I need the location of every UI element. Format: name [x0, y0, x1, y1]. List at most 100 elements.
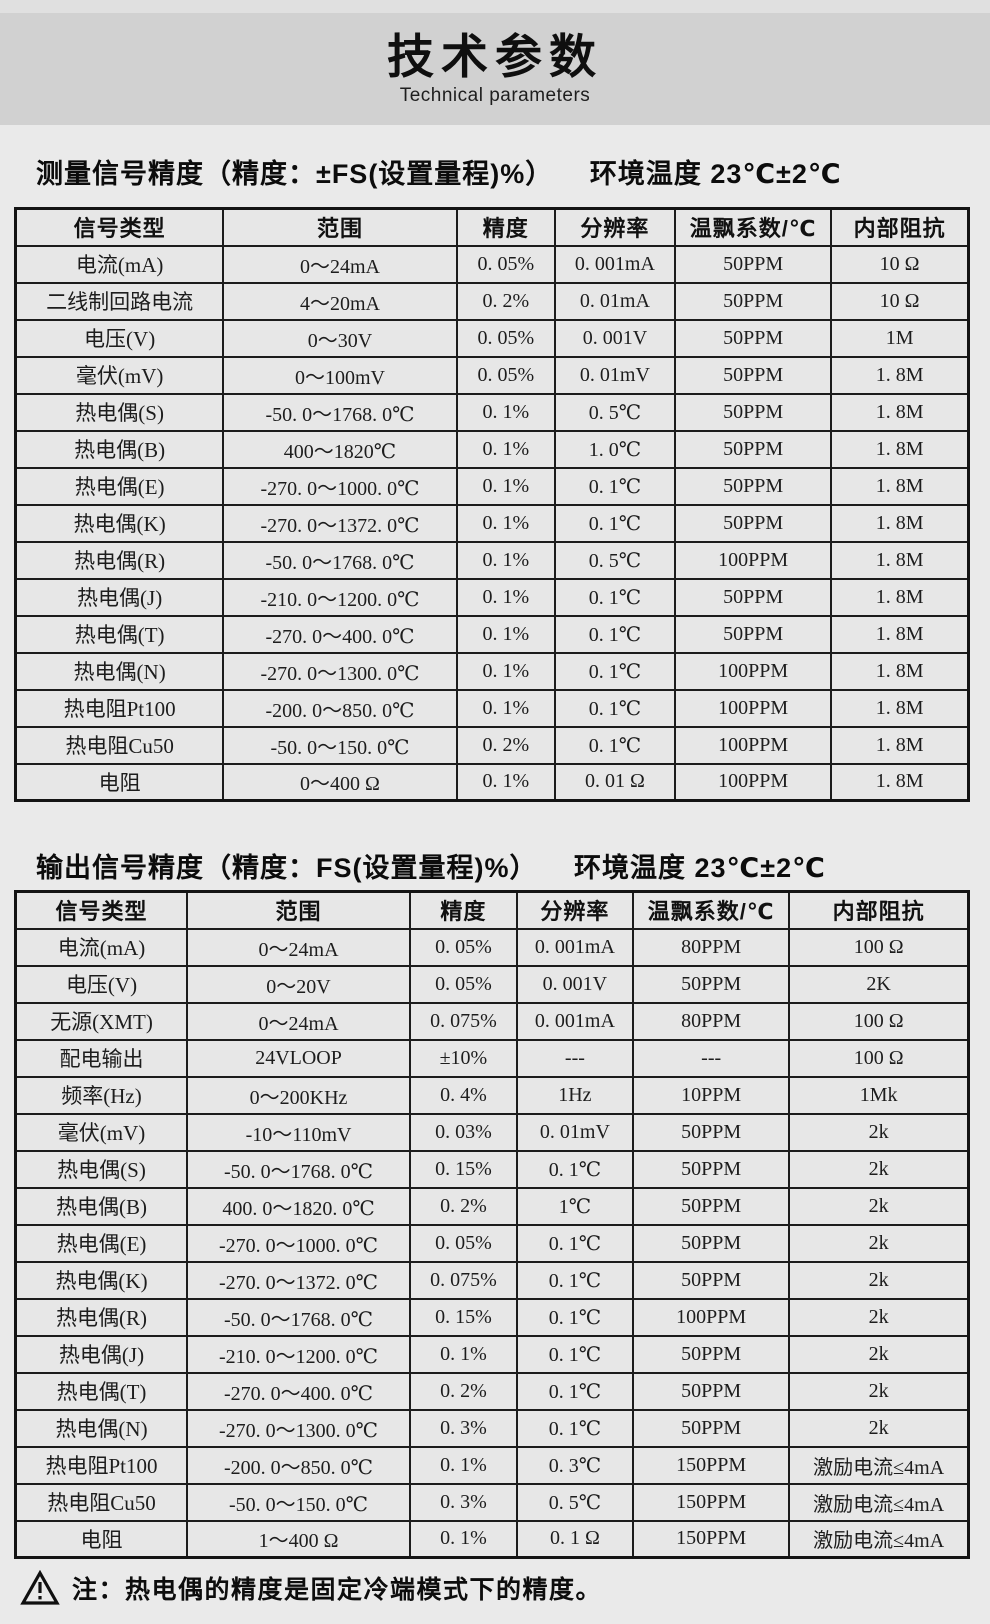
cell: 50PPM [673, 318, 833, 358]
section-heading-measure-text: 测量信号精度（精度：±FS(设置量程)%） [36, 159, 554, 189]
table-row: 毫伏(mV) -10～110mV 0. 03% 0. 01mV 50PPM 2k [14, 1112, 970, 1152]
header-cell: 温飘系数/℃ [673, 207, 833, 247]
table-row: 热电阻Cu50 -50. 0～150. 0℃ 0. 3% 0. 5℃ 150PPM 激励电… [14, 1482, 970, 1522]
footnote-text: 注：热电偶的精度是固定冷端模式下的精度。 [72, 1576, 603, 1604]
cell: 2K [788, 964, 970, 1004]
section-heading-measure-env: 环境温度 23℃±2℃ [589, 159, 842, 189]
section-heading-measure: 测量信号精度（精度：±FS(设置量程)%） 环境温度 23℃±2℃ [36, 152, 842, 191]
signal-type-cell: 电压(V) [14, 964, 189, 1004]
signal-type-cell: 电流(mA) [14, 927, 189, 967]
header-cell: 精度 [455, 207, 556, 247]
signal-type-cell: 毫伏(mV) [14, 355, 225, 395]
page-subtitle: Technical parameters [399, 84, 591, 106]
cell: 1. 8M [830, 577, 970, 617]
cell: 50PPM [673, 429, 833, 469]
cell: 0. 1 Ω [515, 1519, 635, 1559]
table-row: 二线制回路电流 4～20mA 0. 2% 0. 01mA 50PPM 10 Ω [14, 281, 970, 321]
cell: 0. 5℃ [553, 392, 676, 432]
cell: 0. 3℃ [515, 1445, 635, 1485]
signal-type-cell: 配电输出 [14, 1038, 189, 1078]
signal-type-cell: 热电偶(E) [14, 466, 225, 506]
table-row: 热电偶(R) -50. 0～1768. 0℃ 0. 1% 0. 5℃ 100PPM 1. … [14, 540, 970, 580]
cell: 0. 1℃ [553, 651, 676, 691]
cell: 2k [788, 1186, 970, 1226]
signal-type-cell: 频率(Hz) [14, 1075, 189, 1115]
cell: 400～1820℃ [222, 429, 458, 469]
signal-type-cell: 热电偶(N) [14, 1408, 189, 1448]
cell: 0～30V [222, 318, 458, 358]
signal-type-cell: 热电偶(J) [14, 577, 225, 617]
cell: 0. 1% [409, 1519, 518, 1559]
cell: 0. 075% [409, 1001, 518, 1041]
cell: 2k [788, 1260, 970, 1300]
cell: 2k [788, 1334, 970, 1374]
cell: 24VLOOP [186, 1038, 412, 1078]
page-title: 技术参数 [387, 30, 603, 84]
table-row: 毫伏(mV) 0～100mV 0. 05% 0. 01mV 50PPM 1. 8M [14, 355, 970, 395]
cell: 10 Ω [830, 244, 970, 284]
cell: 激励电流≤4mA [788, 1482, 970, 1522]
signal-type-cell: 热电偶(B) [14, 1186, 189, 1226]
table-row: 电压(V) 0～20V 0. 05% 0. 001V 50PPM 2K [14, 964, 970, 1004]
signal-type-cell: 热电偶(S) [14, 1149, 189, 1189]
cell: 0. 05% [409, 1223, 518, 1263]
header-cell: 内部阻抗 [830, 207, 970, 247]
signal-type-cell: 热电阻Pt100 [14, 1445, 189, 1485]
cell: 1. 8M [830, 614, 970, 654]
cell: 0. 01mA [553, 281, 676, 321]
table-row: 配电输出 24VLOOP ±10% --- --- 100 Ω [14, 1038, 970, 1078]
cell: -50. 0～1768. 0℃ [186, 1149, 412, 1189]
cell: -10～110mV [186, 1112, 412, 1152]
cell: 0. 1% [455, 540, 556, 580]
cell: -270. 0～1300. 0℃ [186, 1408, 412, 1448]
cell: 0. 001mA [515, 1001, 635, 1041]
cell: 0. 05% [455, 244, 556, 284]
table-row: 热电阻Pt100 -200. 0～850. 0℃ 0. 1% 0. 1℃ 100PPM 1… [14, 688, 970, 728]
cell: 50PPM [632, 1408, 791, 1448]
table-row: 频率(Hz) 0～200KHz 0. 4% 1Hz 10PPM 1Mk [14, 1075, 970, 1115]
table-row: 热电偶(T) -270. 0～400. 0℃ 0. 1% 0. 1℃ 50PPM 1. 8… [14, 614, 970, 654]
table-row: 热电偶(B) 400. 0～1820. 0℃ 0. 2% 1℃ 50PPM 2k [14, 1186, 970, 1226]
cell: 0. 5℃ [515, 1482, 635, 1522]
cell: 100 Ω [788, 927, 970, 967]
signal-type-cell: 热电偶(E) [14, 1223, 189, 1263]
header-row: 信号类型 范围 精度 分辨率 温飘系数/℃ 内部阻抗 [14, 890, 970, 930]
table-row: 热电偶(N) -270. 0～1300. 0℃ 0. 3% 0. 1℃ 50PPM 2k [14, 1408, 970, 1448]
cell: 0. 05% [409, 927, 518, 967]
cell: 0. 1% [455, 577, 556, 617]
table-row: 热电阻Cu50 -50. 0～150. 0℃ 0. 2% 0. 1℃ 100PPM 1. … [14, 725, 970, 765]
cell: 10PPM [632, 1075, 791, 1115]
signal-type-cell: 热电偶(B) [14, 429, 225, 469]
measure-accuracy-table: 信号类型 范围 精度 分辨率 温飘系数/℃ 内部阻抗 电流(mA) 0～24mA 0. 05% 0… [14, 207, 970, 802]
cell: 150PPM [632, 1482, 791, 1522]
header-row: 信号类型 范围 精度 分辨率 温飘系数/℃ 内部阻抗 [14, 207, 970, 247]
header-cell: 范围 [186, 890, 412, 930]
cell: 0. 3% [409, 1408, 518, 1448]
cell: 0～24mA [186, 927, 412, 967]
cell: 0. 1℃ [515, 1149, 635, 1189]
cell: 1. 8M [830, 540, 970, 580]
cell: 0. 1% [455, 688, 556, 728]
cell: 0. 1℃ [553, 577, 676, 617]
table-row: 热电偶(S) -50. 0～1768. 0℃ 0. 15% 0. 1℃ 50PPM 2k [14, 1149, 970, 1189]
cell: 0. 1℃ [553, 503, 676, 543]
cell: -50. 0～1768. 0℃ [222, 392, 458, 432]
table-row: 热电阻Pt100 -200. 0～850. 0℃ 0. 1% 0. 3℃ 150PPM 激… [14, 1445, 970, 1485]
cell: 0. 1℃ [553, 466, 676, 506]
cell: 0. 1℃ [515, 1297, 635, 1337]
cell: 0～100mV [222, 355, 458, 395]
signal-type-cell: 电压(V) [14, 318, 225, 358]
cell: 50PPM [673, 392, 833, 432]
cell: 0. 1℃ [553, 614, 676, 654]
cell: -50. 0～150. 0℃ [222, 725, 458, 765]
cell: 0. 15% [409, 1297, 518, 1337]
table-row: 热电偶(B) 400～1820℃ 0. 1% 1. 0℃ 50PPM 1. 8M [14, 429, 970, 469]
cell: -50. 0～150. 0℃ [186, 1482, 412, 1522]
section-heading-output-text: 输出信号精度（精度：FS(设置量程)%） [36, 853, 538, 883]
cell: 0～24mA [186, 1001, 412, 1041]
cell: 0. 4% [409, 1075, 518, 1115]
cell: 0. 1% [455, 614, 556, 654]
table-row: 热电偶(T) -270. 0～400. 0℃ 0. 2% 0. 1℃ 50PPM 2k [14, 1371, 970, 1411]
cell: -200. 0～850. 0℃ [186, 1445, 412, 1485]
cell: 100PPM [673, 688, 833, 728]
